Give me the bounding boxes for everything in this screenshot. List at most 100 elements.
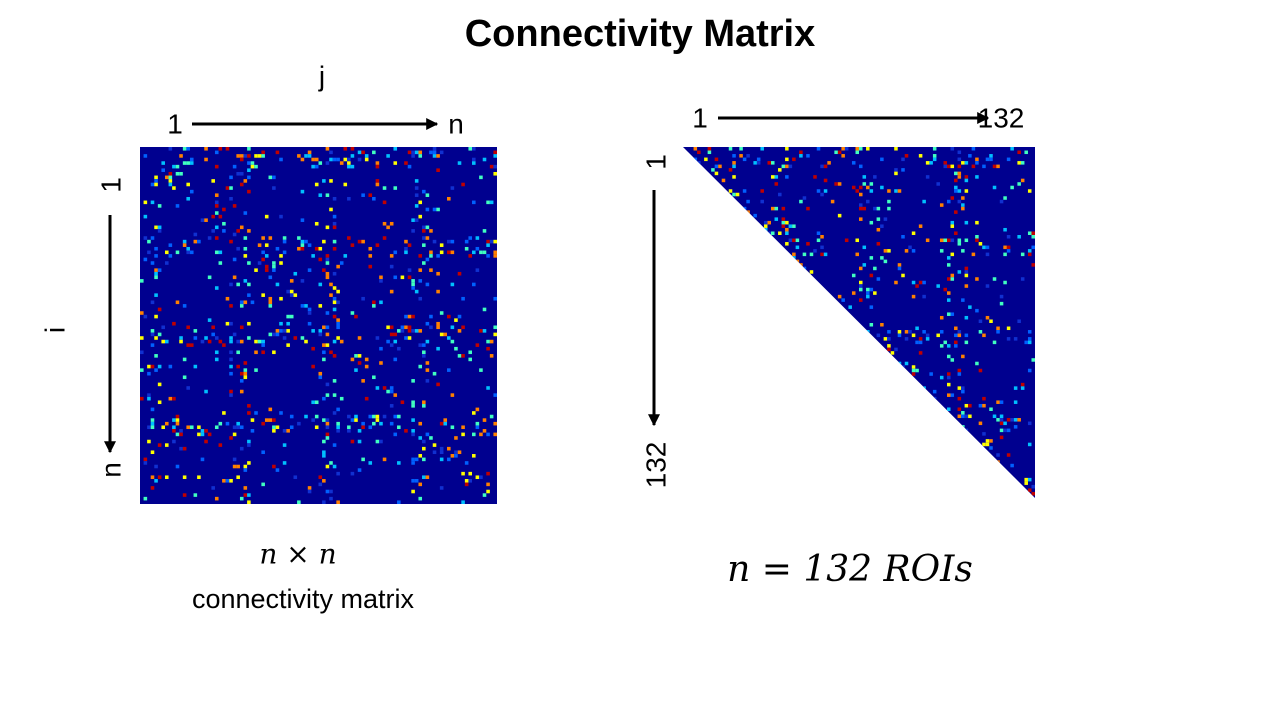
- matrix-cell: [422, 343, 426, 347]
- matrix-cell: [157, 229, 162, 233]
- matrix-cell: [297, 421, 301, 426]
- matrix-cell: [781, 206, 786, 211]
- matrix-cell: [272, 332, 276, 337]
- matrix-cell: [788, 238, 793, 243]
- matrix-cell: [161, 161, 165, 165]
- matrix-cell: [489, 354, 494, 358]
- matrix-cell: [436, 168, 440, 172]
- matrix-cell: [943, 287, 947, 292]
- matrix-cell: [332, 239, 337, 244]
- matrix-cell: [189, 157, 194, 162]
- matrix-cell: [197, 239, 201, 244]
- matrix-cell: [350, 311, 355, 315]
- matrix-cell: [947, 291, 951, 295]
- matrix-cell: [154, 368, 158, 372]
- matrix-cell: [482, 329, 487, 333]
- matrix-cell: [964, 178, 969, 183]
- matrix-cell: [236, 282, 240, 287]
- matrix-cell: [957, 407, 962, 411]
- matrix-cell: [322, 350, 326, 355]
- matrix-cell: [268, 175, 273, 180]
- matrix-cell: [1006, 418, 1011, 422]
- matrix-cell: [992, 277, 997, 281]
- matrix-cell: [229, 357, 233, 362]
- matrix-cell: [763, 220, 768, 225]
- matrix-cell: [844, 147, 849, 151]
- matrix-cell: [816, 238, 821, 243]
- matrix-cell: [150, 486, 155, 490]
- matrix-cell: [336, 325, 340, 330]
- matrix-cell: [336, 471, 340, 476]
- matrix-cell: [971, 252, 976, 257]
- matrix-cell: [461, 500, 465, 504]
- matrix-cell: [855, 150, 859, 155]
- matrix-cell: [964, 333, 969, 338]
- matrix-cell: [254, 339, 258, 344]
- matrix-cell: [950, 273, 955, 278]
- matrix-cell: [307, 243, 312, 247]
- matrix-cell: [823, 189, 828, 193]
- matrix-cell: [486, 254, 490, 258]
- matrix-cell: [943, 164, 947, 169]
- matrix-cell: [911, 372, 916, 376]
- matrix-cell: [486, 200, 490, 205]
- matrix-cell: [486, 339, 490, 344]
- matrix-cell: [386, 154, 390, 158]
- matrix-cell: [300, 304, 305, 308]
- matrix-cell: [311, 329, 315, 333]
- matrix-cell: [325, 421, 330, 426]
- row-end: 132: [640, 442, 671, 489]
- matrix-cell: [954, 178, 958, 183]
- matrix-cell: [286, 329, 290, 333]
- matrix-cell: [436, 346, 440, 351]
- matrix-cell: [400, 329, 405, 333]
- matrix-cell: [425, 321, 430, 326]
- matrix-cell: [243, 493, 248, 497]
- matrix-cell: [468, 147, 473, 151]
- matrix-cell: [964, 284, 969, 288]
- matrix-cell: [950, 147, 955, 151]
- matrix-cell: [407, 268, 412, 272]
- matrix-cell: [357, 157, 362, 162]
- matrix-cell: [486, 482, 490, 487]
- matrix-cell: [232, 204, 237, 208]
- matrix-cell: [247, 293, 251, 297]
- matrix-cell: [382, 386, 387, 390]
- matrix-cell: [404, 239, 408, 244]
- matrix-cell: [332, 339, 337, 344]
- matrix-cell: [950, 238, 955, 243]
- matrix-cell: [475, 246, 480, 251]
- matrix-cell: [482, 418, 487, 422]
- matrix-cell: [147, 371, 151, 376]
- matrix-cell: [820, 164, 824, 169]
- matrix-cell: [243, 300, 248, 305]
- matrix-cell: [454, 346, 458, 351]
- matrix-cell: [493, 239, 497, 244]
- matrix-cell: [753, 161, 757, 165]
- matrix-cell: [447, 368, 451, 372]
- matrix-cell: [407, 336, 412, 340]
- matrix-cell: [457, 161, 462, 165]
- matrix-cell: [806, 242, 810, 246]
- matrix-cell: [429, 314, 433, 319]
- matrix-cell: [947, 164, 951, 169]
- matrix-cell: [311, 157, 315, 162]
- matrix-cell: [978, 330, 983, 334]
- matrix-cell: [418, 296, 423, 301]
- matrix-cell: [361, 379, 365, 383]
- matrix-cell: [140, 279, 144, 283]
- matrix-cell: [282, 336, 287, 340]
- matrix-cell: [140, 336, 144, 340]
- matrix-cell: [479, 475, 483, 480]
- matrix-cell: [855, 147, 859, 151]
- matrix-cell: [154, 175, 158, 180]
- matrix-cell: [1017, 161, 1021, 165]
- matrix-cell: [236, 421, 240, 426]
- matrix-cell: [264, 254, 269, 258]
- matrix-cell: [869, 256, 874, 260]
- matrix-cell: [314, 182, 319, 187]
- matrix-cell: [697, 161, 701, 165]
- matrix-cell: [311, 164, 315, 169]
- matrix-cell: [732, 154, 736, 158]
- matrix-cell: [375, 179, 380, 183]
